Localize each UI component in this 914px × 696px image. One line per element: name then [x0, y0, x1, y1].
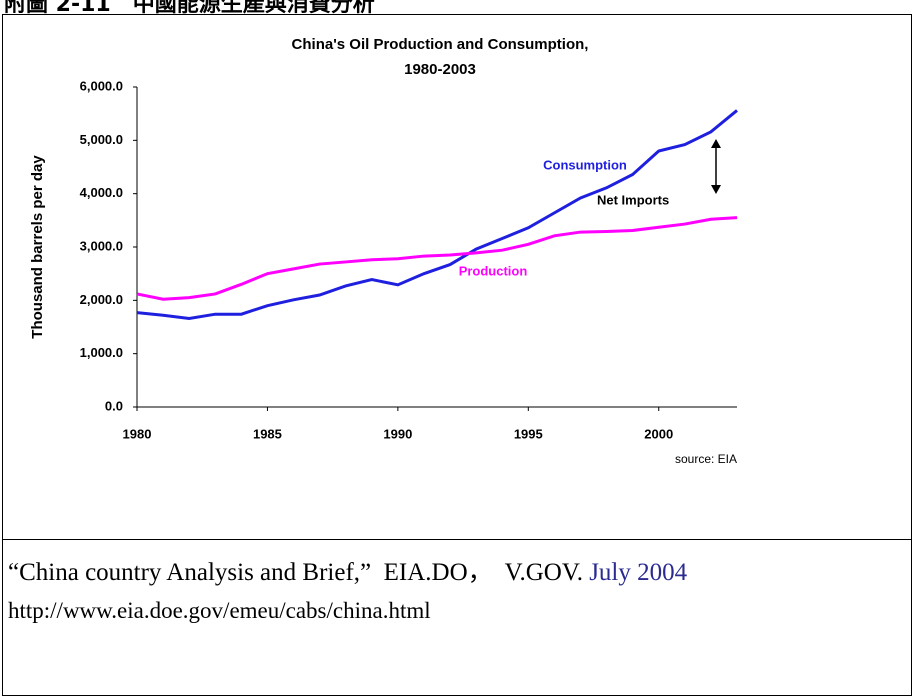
- chart: China's Oil Production and Consumption, …: [29, 36, 738, 466]
- chart-title: China's Oil Production and Consumption,: [292, 36, 589, 53]
- annotation: source: EIA: [675, 452, 737, 466]
- x-tick-label: 1980: [123, 426, 152, 441]
- annotation: Net Imports: [597, 192, 669, 207]
- row-divider: [2, 539, 912, 540]
- y-tick-label: 4,000.0: [80, 185, 123, 200]
- x-tick-label: 1990: [383, 426, 412, 441]
- line-series: [136, 216, 738, 301]
- line-series: [136, 109, 738, 320]
- arrow-head: [711, 139, 721, 148]
- y-axis-label: Thousand barrels per day: [29, 155, 46, 339]
- citation-date: July 2004: [589, 559, 688, 586]
- caption: 附圖 2-11 中國能源生產與消費分析: [4, 0, 375, 17]
- x-tick-label: 2000: [644, 426, 673, 441]
- x-tick-label: 1995: [514, 426, 543, 441]
- y-tick-label: 1,000.0: [80, 345, 123, 360]
- y-tick-label: 0.0: [105, 398, 123, 413]
- series-label: Consumption: [543, 157, 627, 172]
- series-label: Production: [459, 263, 528, 278]
- y-tick-label: 5,000.0: [80, 132, 123, 147]
- y-tick-label: 3,000.0: [80, 238, 123, 253]
- chart-title: 1980-2003: [404, 61, 476, 78]
- y-tick-label: 6,000.0: [80, 78, 123, 93]
- citation-source: “China country Analysis and Brief,” EIA.…: [8, 559, 590, 586]
- citation-url: http://www.eia.doe.gov/emeu/cabs/china.h…: [8, 598, 431, 623]
- y-tick-label: 2,000.0: [80, 292, 123, 307]
- arrow-head: [711, 185, 721, 194]
- x-tick-label: 1985: [253, 426, 282, 441]
- citation: “China country Analysis and Brief,” EIA.…: [8, 552, 687, 588]
